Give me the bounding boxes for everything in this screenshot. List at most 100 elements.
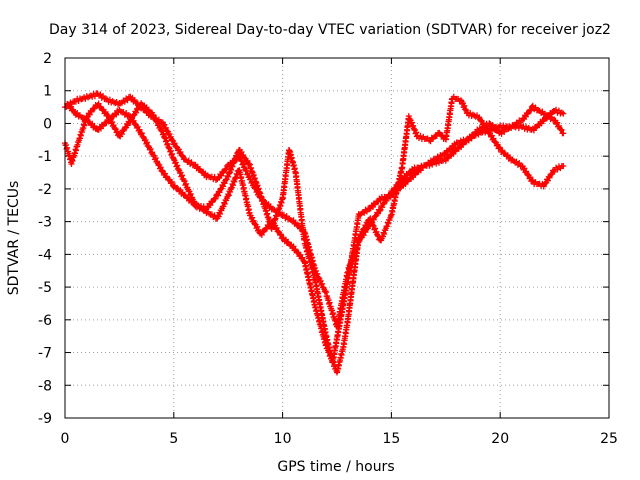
data-series [62, 90, 567, 376]
data-point-marker [529, 177, 536, 184]
data-point-marker [461, 102, 468, 109]
y-tick-label: 0 [43, 116, 52, 132]
data-point-marker [254, 223, 261, 230]
data-point-marker [314, 270, 321, 277]
series-track-b [62, 100, 567, 366]
data-point-marker [527, 107, 534, 114]
y-tick-label: -6 [38, 313, 52, 329]
data-point-marker [544, 177, 551, 184]
data-point-marker [150, 111, 157, 118]
data-point-marker [152, 155, 159, 162]
data-point-marker [433, 160, 440, 167]
data-point-marker [560, 110, 567, 117]
data-point-marker [265, 223, 272, 230]
y-tick-label: -4 [38, 247, 52, 263]
data-point-marker [258, 231, 265, 238]
y-tick-label: -1 [38, 149, 52, 165]
data-point-marker [155, 121, 162, 128]
data-point-marker [221, 200, 228, 207]
data-point-marker [143, 139, 150, 146]
data-point-marker [238, 149, 245, 156]
data-point-marker [240, 160, 247, 167]
data-point-marker [277, 232, 284, 239]
x-tick-label: 5 [169, 431, 178, 447]
data-point-marker [207, 202, 214, 209]
data-point-marker [187, 190, 194, 197]
data-point-marker [319, 280, 326, 287]
data-point-marker [529, 177, 536, 184]
chart-title: Day 314 of 2023, Sidereal Day-to-day VTE… [49, 22, 611, 38]
series-track-a [62, 90, 567, 330]
data-point-marker [480, 120, 487, 127]
data-point-marker [183, 180, 190, 187]
data-point-marker [72, 98, 79, 105]
y-tick-label: -5 [38, 280, 52, 296]
data-point-marker [522, 113, 529, 120]
data-point-marker [560, 163, 567, 169]
data-point-marker [166, 130, 173, 137]
data-point-marker [177, 149, 184, 156]
data-point-marker [138, 130, 145, 137]
data-point-marker [189, 198, 196, 205]
data-point-marker [107, 116, 114, 123]
data-point-marker [102, 108, 109, 115]
x-tick-label: 0 [61, 431, 70, 447]
data-point-marker [83, 116, 90, 123]
data-point-marker [131, 97, 138, 104]
data-point-marker [168, 178, 175, 185]
data-point-marker [379, 204, 386, 211]
x-tick-label: 10 [274, 431, 292, 447]
data-point-marker [130, 117, 137, 124]
data-point-marker [159, 167, 166, 174]
series-track-c [64, 93, 567, 376]
data-point-marker [554, 119, 561, 126]
data-point-marker [553, 106, 560, 113]
data-point-marker [322, 287, 329, 294]
data-point-marker [124, 122, 131, 129]
data-point-marker [558, 126, 565, 133]
data-point-marker [161, 121, 168, 128]
data-point-marker [157, 124, 164, 131]
data-point-marker [376, 207, 383, 214]
data-point-marker [426, 162, 433, 169]
data-point-marker [496, 144, 503, 151]
y-tick-label: -3 [38, 215, 52, 231]
data-point-marker [255, 226, 262, 233]
data-point-marker [167, 133, 174, 140]
data-point-marker [215, 192, 222, 199]
data-point-marker [124, 97, 131, 104]
data-point-marker [178, 172, 185, 179]
data-point-marker [114, 128, 121, 135]
data-point-marker [377, 197, 384, 204]
data-point-marker [490, 135, 497, 142]
y-tick-label: 1 [43, 84, 52, 100]
y-tick-label: 2 [43, 51, 52, 67]
data-point-marker [486, 120, 493, 127]
data-point-marker [462, 106, 469, 113]
data-point-marker [410, 167, 417, 174]
y-tick-label: -9 [38, 411, 52, 427]
y-axis-label: SDTVAR / TECUs [6, 181, 22, 296]
plot-border [64, 57, 610, 419]
data-point-marker [359, 229, 366, 236]
data-point-marker [217, 211, 224, 218]
data-point-marker [501, 150, 508, 157]
data-point-marker [372, 225, 379, 232]
x-tick-label: 20 [491, 431, 509, 447]
data-point-marker [249, 214, 256, 221]
data-point-marker [157, 164, 164, 171]
data-point-marker [373, 228, 380, 235]
data-point-marker [118, 131, 125, 138]
x-tick-label: 25 [600, 431, 618, 447]
y-tick-label: -2 [38, 182, 52, 198]
data-point-marker [273, 224, 280, 231]
x-axis-label: GPS time / hours [277, 459, 394, 475]
data-point-marker [147, 146, 154, 153]
data-point-marker [171, 140, 178, 147]
y-tick-label: -8 [38, 378, 52, 394]
data-point-marker [218, 172, 225, 179]
data-point-marker [181, 192, 188, 199]
data-point-marker [363, 208, 370, 215]
